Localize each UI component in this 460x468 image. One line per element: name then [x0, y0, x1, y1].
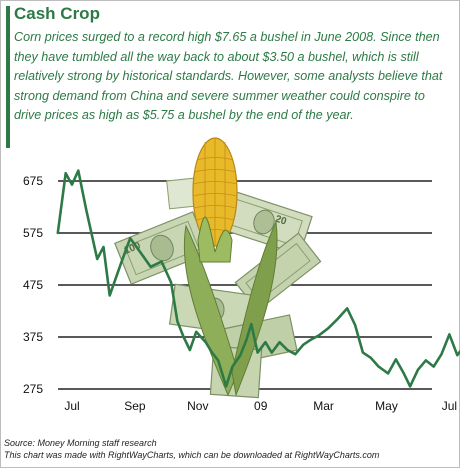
x-tick-label: Sep: [124, 399, 146, 413]
corn-cob-icon: [192, 137, 238, 263]
chart-footer: Source: Money Morning staff research Thi…: [4, 437, 456, 461]
y-tick-label: 675: [23, 174, 43, 188]
chart-title: Cash Crop: [14, 4, 100, 23]
price-line: [56, 169, 460, 388]
y-tick-label: 275: [23, 382, 43, 396]
x-tick-label: Jul: [442, 399, 457, 413]
x-tick-label: Mar: [313, 399, 334, 413]
x-tick-label: May: [375, 399, 398, 413]
y-axis-ticks: 675 575 475 375 275: [23, 174, 43, 396]
svg-text:20: 20: [274, 214, 288, 228]
title-accent-bar: [6, 6, 10, 148]
y-tick-label: 475: [23, 278, 43, 292]
x-axis-ticks: JulSepNov09MarMayJulSepNov10MarMay: [64, 399, 457, 413]
x-tick-label: Jul: [64, 399, 79, 413]
source-note: Source: Money Morning staff research: [4, 438, 157, 448]
y-tick-label: 375: [23, 330, 43, 344]
husk-leaf-icon: [183, 224, 239, 397]
husk-leaf-icon: [231, 220, 278, 397]
x-tick-label: 09: [254, 399, 268, 413]
x-tick-label: Nov: [187, 399, 208, 413]
credit-note: This chart was made with RightWayCharts,…: [4, 450, 380, 460]
chart-subtitle: Corn prices surged to a record high $7.6…: [14, 30, 443, 123]
y-tick-label: 575: [23, 226, 43, 240]
corn-cob-and-dollar-bills-icon: 100 20: [114, 137, 322, 399]
